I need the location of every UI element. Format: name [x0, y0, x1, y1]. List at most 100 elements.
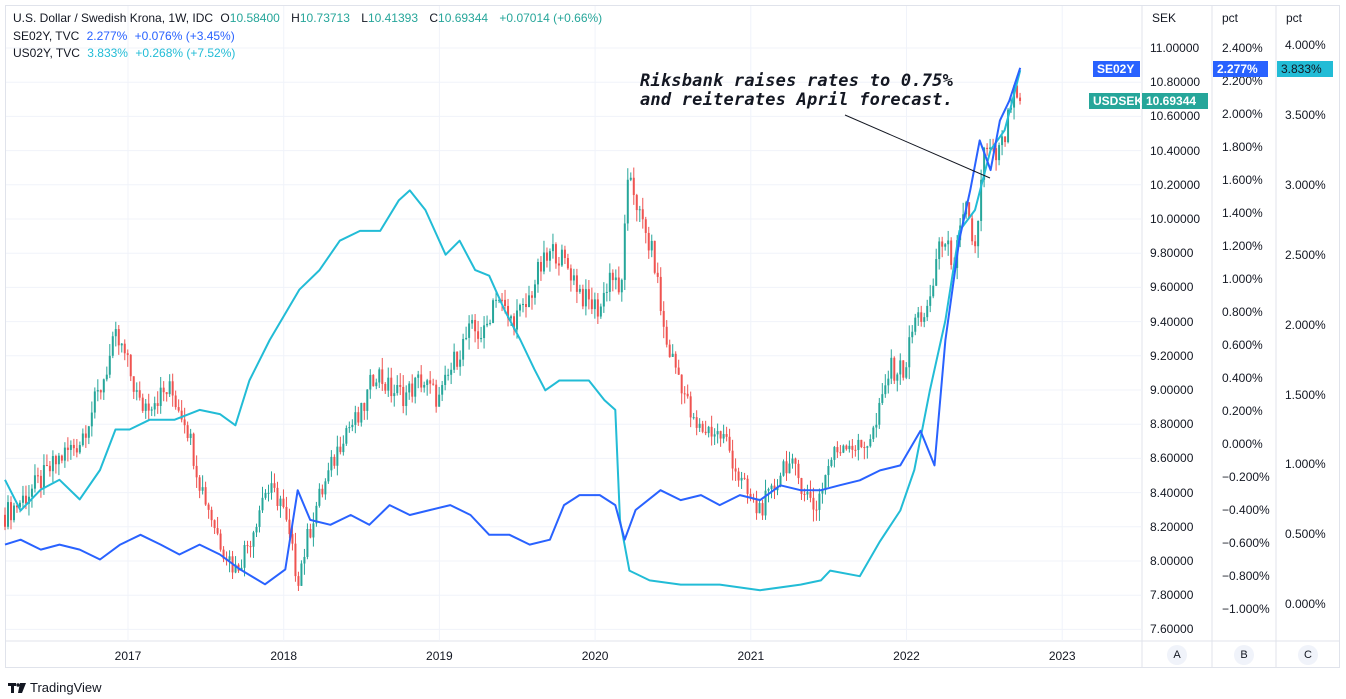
candle-body	[96, 390, 99, 392]
candle-body	[279, 498, 282, 506]
candle-body	[192, 433, 195, 466]
candle-body	[228, 556, 231, 561]
candle-body	[812, 497, 815, 510]
x-axis-tick: 2022	[893, 649, 920, 663]
candle-body	[758, 503, 761, 514]
candle-body	[590, 299, 593, 310]
candle-body	[848, 445, 851, 450]
axis-c-button[interactable]: C	[1298, 645, 1318, 665]
candle-body	[995, 148, 998, 161]
candle-body	[767, 489, 770, 491]
axis-c-tick: 1.000%	[1285, 457, 1326, 472]
candle-body	[135, 390, 138, 392]
axis-b-tick: 1.600%	[1222, 173, 1263, 187]
axis-c-tick: 2.500%	[1285, 247, 1326, 262]
candle-body	[668, 344, 671, 357]
candle-body	[462, 338, 465, 360]
axis-a-tick: 10.80000	[1150, 75, 1201, 90]
candle-body	[599, 306, 602, 317]
candle-body	[905, 367, 908, 378]
candle-body	[303, 556, 306, 564]
candle-body	[749, 493, 752, 499]
candle-body	[396, 384, 399, 394]
candle-body	[252, 532, 255, 547]
axis-c-tick: 0.500%	[1285, 527, 1326, 542]
axis-a-tick: 9.20000	[1150, 348, 1194, 363]
candle-body	[114, 329, 117, 337]
candle-body	[471, 319, 474, 324]
candle-body	[33, 475, 36, 489]
candle-body	[81, 433, 84, 446]
axis-b-tick: −1.000%	[1222, 602, 1270, 616]
candle-body	[794, 458, 797, 464]
candle-body	[414, 377, 417, 397]
axis-a-tick: 8.80000	[1150, 417, 1194, 432]
candle-body	[575, 275, 578, 292]
candle-body	[72, 444, 75, 449]
axis-a-tick: 10.20000	[1150, 177, 1201, 192]
candle-body	[246, 545, 249, 547]
candle-body	[824, 475, 827, 491]
candle-body	[159, 387, 162, 406]
axis-a-button[interactable]: A	[1167, 645, 1187, 665]
candle-body	[294, 543, 297, 577]
tradingview-logo[interactable]: TradingView	[8, 680, 102, 695]
candle-body	[761, 503, 764, 516]
annotation-arrow	[844, 114, 991, 179]
axis-a-tick: 8.40000	[1150, 485, 1194, 500]
candle-body	[863, 447, 866, 449]
candle-body	[357, 412, 360, 423]
candle-body	[474, 319, 477, 332]
candle-body	[722, 434, 725, 439]
candle-body	[249, 546, 252, 548]
candle-body	[39, 475, 42, 489]
candle-body	[623, 223, 626, 280]
se02y-line	[4, 67, 1022, 586]
candle-body	[713, 434, 716, 437]
candle-body	[423, 384, 426, 388]
candle-body	[24, 495, 27, 504]
candle-body	[746, 478, 749, 494]
candle-body	[183, 419, 186, 426]
axis-a-tick: 9.00000	[1150, 383, 1194, 397]
candle-body	[839, 452, 842, 454]
candle-body	[677, 367, 680, 375]
candle-body	[653, 240, 656, 273]
candle-body	[336, 446, 339, 466]
candle-body	[785, 461, 788, 474]
high-value: 10.73713	[299, 11, 350, 25]
candle-body	[986, 147, 989, 150]
candle-body	[54, 456, 57, 465]
candle-body	[312, 523, 315, 538]
candle-body	[551, 244, 554, 252]
axis-b-button[interactable]: B	[1234, 645, 1254, 665]
candle-body	[791, 458, 794, 464]
candle-body	[339, 446, 342, 453]
axis-b-tick: 1.400%	[1222, 206, 1263, 220]
candle-body	[584, 289, 587, 307]
candle-body	[899, 360, 902, 375]
candle-body	[689, 396, 692, 418]
candle-body	[189, 433, 192, 439]
candle-body	[629, 177, 632, 180]
candle-body	[605, 291, 608, 293]
candle-body	[363, 403, 366, 411]
candle-body	[327, 470, 330, 482]
candle-body	[710, 426, 713, 437]
axis-b-tick: 2.400%	[1222, 41, 1263, 55]
candle-body	[216, 528, 219, 534]
candle-body	[596, 299, 599, 317]
candle-body	[390, 377, 393, 397]
candle-body	[123, 343, 126, 354]
candle-body	[887, 378, 890, 386]
candle-body	[111, 336, 114, 356]
axis-b-tick: −0.200%	[1222, 470, 1270, 484]
annotation-text[interactable]: Riksbank raises rates to 0.75% and reite…	[640, 72, 953, 110]
axis-b-tick: 2.200%	[1222, 74, 1263, 88]
h-label: H	[291, 11, 300, 25]
candle-body	[513, 316, 516, 330]
annotation-line-2: and reiterates April forecast.	[640, 90, 954, 110]
legend-se02y: SE02Y, TVC 2.277% +0.076% (+3.45%)	[13, 29, 239, 43]
candle-body	[608, 272, 611, 292]
